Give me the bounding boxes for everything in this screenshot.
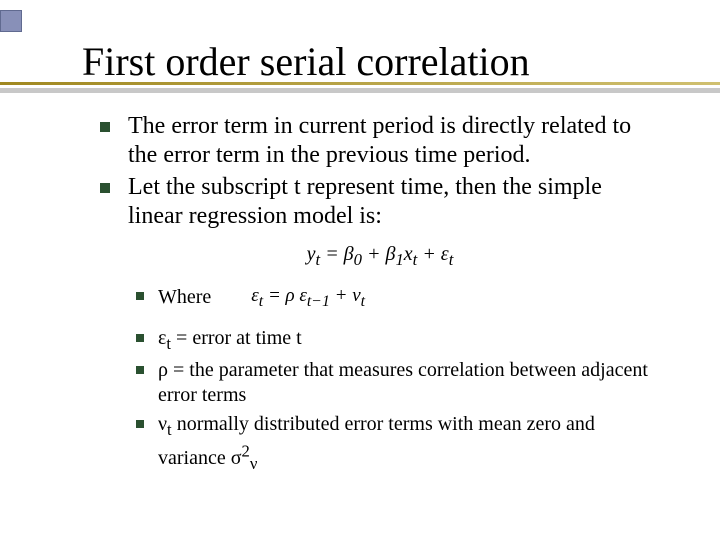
where-item: Where εt = ρ εt−1 + νt	[136, 284, 660, 312]
slide: First order serial correlation The error…	[0, 0, 720, 540]
bullet-item: The error term in current period is dire…	[100, 112, 660, 171]
def-item: εt = error at time t	[136, 326, 660, 355]
bullet-item: Let the subscript t represent time, then…	[100, 173, 660, 232]
title-block: First order serial correlation	[82, 40, 660, 84]
equation-main: yt = β0 + β1xt + εt	[100, 243, 660, 270]
title-underline	[0, 82, 720, 94]
def-item: ρ = the parameter that measures correlat…	[136, 358, 660, 408]
corner-decoration	[0, 10, 28, 38]
def-item: νt normally distributed error terms with…	[136, 412, 660, 474]
where-label: Where	[158, 285, 211, 310]
def-symbol: εt	[158, 327, 171, 349]
bullet-list-level1: The error term in current period is dire…	[100, 112, 660, 231]
equation-error: εt = ρ εt−1 + νt	[251, 284, 365, 312]
def-text: normally distributed error terms with me…	[158, 413, 595, 468]
def-symbol: νt	[158, 413, 172, 435]
def-text: = the parameter that measures correlatio…	[158, 359, 648, 406]
def-symbol: ρ	[158, 359, 168, 381]
bullet-list-level2: Where εt = ρ εt−1 + νt εt = error at tim…	[136, 284, 660, 475]
equation-main-text: yt = β0 + β1xt + εt	[307, 243, 454, 265]
def-text: = error at time t	[171, 327, 302, 349]
slide-title: First order serial correlation	[82, 40, 660, 84]
